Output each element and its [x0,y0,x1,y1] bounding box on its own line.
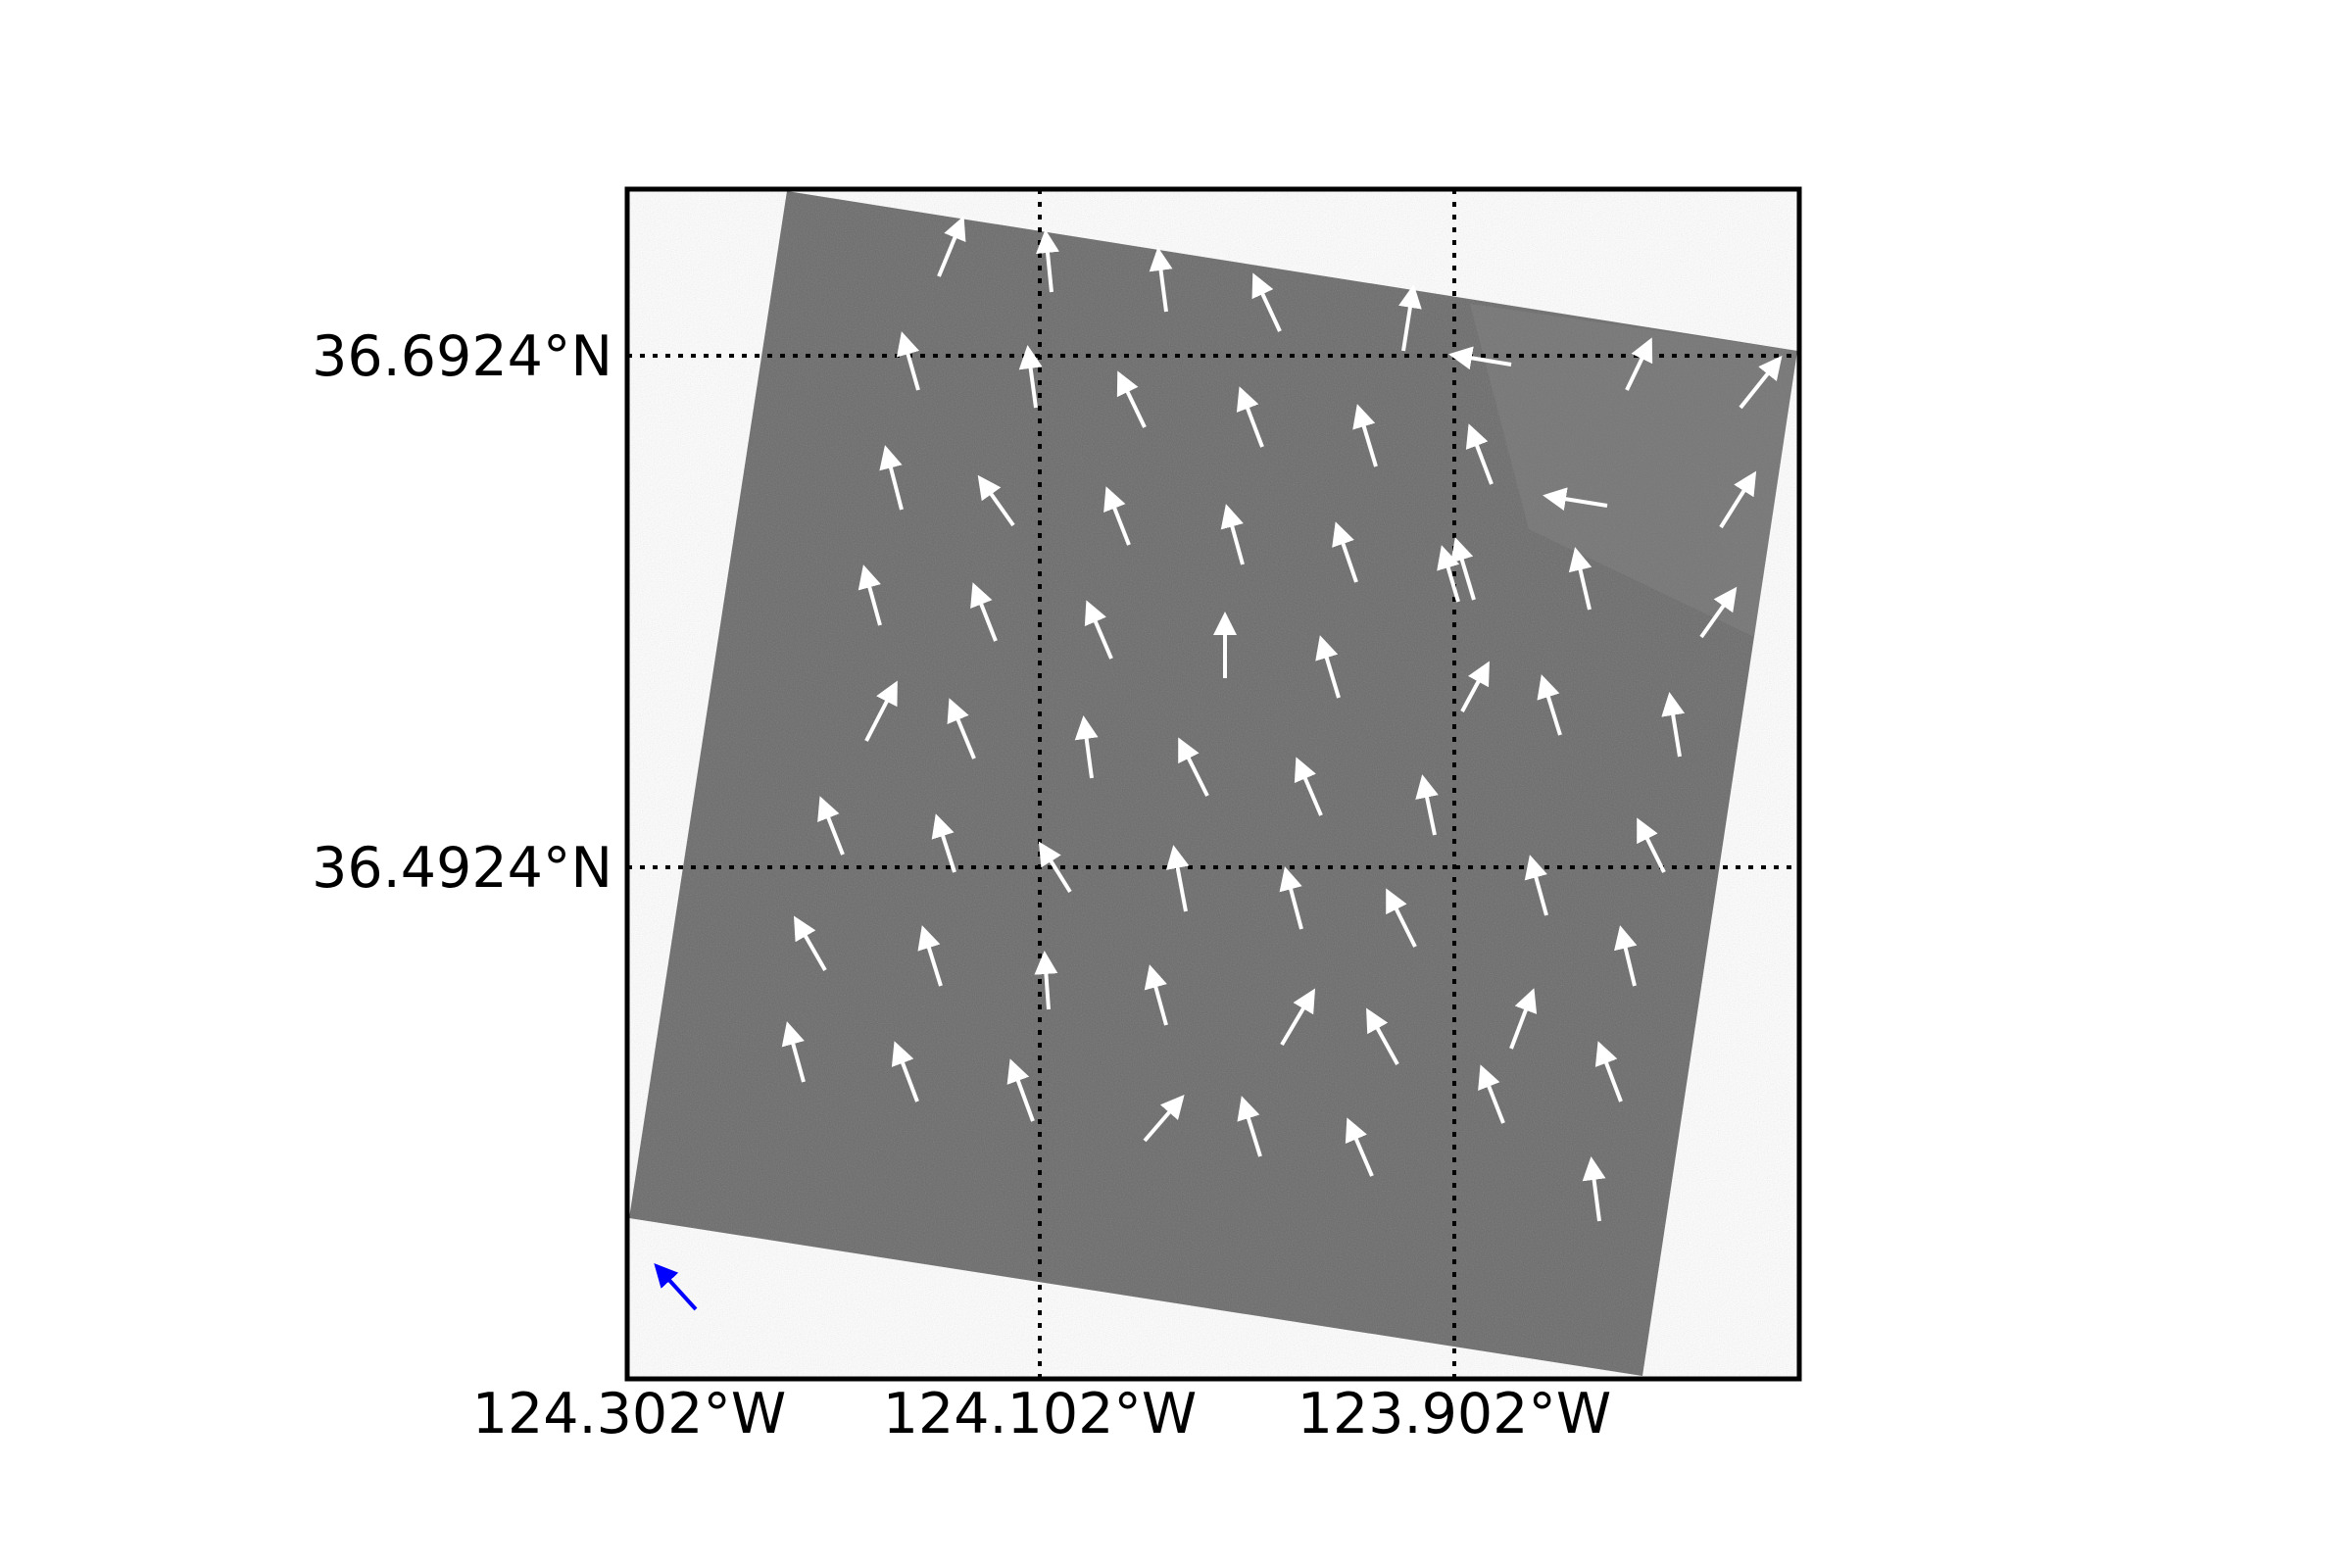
wind-arrow-icon [1279,866,1303,930]
wind-arrow-icon [1398,284,1422,352]
wind-arrow-icon [1352,404,1378,467]
wind-arrow-icon [977,474,1015,527]
wind-arrow-icon [864,680,898,742]
sar-scene [629,191,1797,1376]
wind-arrow-icon [1460,661,1490,712]
wind-arrow-icon [1366,1007,1399,1065]
wind-arrow-icon [1478,1064,1505,1124]
wind-arrow-icon [1509,988,1538,1050]
wind-arrow-icon [917,925,943,987]
wind-arrow-icon [794,915,827,971]
wind-arrow-icon [931,813,956,873]
wind-arrow-icon [1614,925,1638,987]
wind-arrow-icon [781,1021,806,1083]
wind-arrow-icon [1719,470,1757,529]
wind-arrow-icon [1006,1058,1035,1122]
wind-arrow-icon [1386,888,1417,948]
wind-arrow-icon [858,564,882,626]
wind-arrow-icon [1251,272,1282,332]
wind-arrow-icon [1415,774,1439,836]
wind-arrow-icon [1465,423,1494,485]
wind-arrow-icon [1568,547,1592,611]
wind-arrow-icon [1332,521,1358,583]
sar-image-texture [629,191,1797,1376]
lon-label-123-902: 123.902°W [1298,1382,1612,1446]
wind-arrow-icon [1625,337,1653,391]
wind-arrow-icon [891,1041,919,1102]
wind-arrow-icon [1034,951,1058,1010]
wind-arrow-icon [1661,692,1686,758]
wind-arrow-icon [1220,504,1245,565]
wind-arrow-icon [1103,486,1131,546]
wind-arrow-icon [1144,964,1168,1026]
wind-arrow-icon [817,796,845,856]
wind-arrow-icon [1582,1156,1606,1222]
wind-arrow-icon [1448,346,1512,370]
wind-arrow-icon [1594,1041,1623,1102]
wind-arrow-icon [1084,600,1113,660]
wind-arrow-icon [1280,988,1316,1047]
gridlines [627,189,1799,1379]
wind-arrow-icon [1149,247,1173,313]
wind-vector-layer [781,216,1783,1222]
wind-arrow-icon [1543,487,1608,512]
lon-label-124-102: 124.102°W [883,1382,1198,1446]
wind-arrow-icon [1699,586,1738,639]
sar-brighter-patch [1470,304,1797,637]
wind-arrow-icon [1143,1094,1185,1143]
wind-arrow-icon [1036,229,1059,293]
wind-arrow-icon [1178,737,1209,797]
wind-arrow-icon [1739,355,1783,410]
wind-arrow-icon [1165,845,1190,912]
wind-arrow-icon [1018,345,1043,409]
wind-arrow-icon [1294,757,1323,816]
wind-arrow-icon [937,216,966,277]
wind-arrow-icon [1637,817,1666,873]
wind-arrow-icon [896,331,920,391]
wind-arrow-icon [1524,855,1548,916]
wind-arrow-icon [1237,1096,1262,1157]
wind-arrow-icon [970,582,998,642]
reference-arrow-icon [654,1263,698,1311]
wind-arrow-icon [1437,545,1460,603]
wind-arrow-icon [1236,386,1264,448]
wind-arrow-icon [1038,841,1072,894]
wind-arrow-icon [1116,370,1147,428]
wind-arrow-icon [1537,674,1562,736]
wind-arrow-icon [879,445,904,511]
wind-arrow-icon [1345,1117,1374,1177]
wind-arrow-icon [1074,715,1099,779]
map-frame [624,186,1802,1382]
lat-label-36-6924: 36.6924°N [312,324,612,389]
lon-label-124-302: 124.302°W [472,1382,787,1446]
lat-label-36-4924: 36.4924°N [312,836,612,901]
wind-arrow-icon [947,698,976,760]
wind-arrow-icon [1315,635,1341,699]
